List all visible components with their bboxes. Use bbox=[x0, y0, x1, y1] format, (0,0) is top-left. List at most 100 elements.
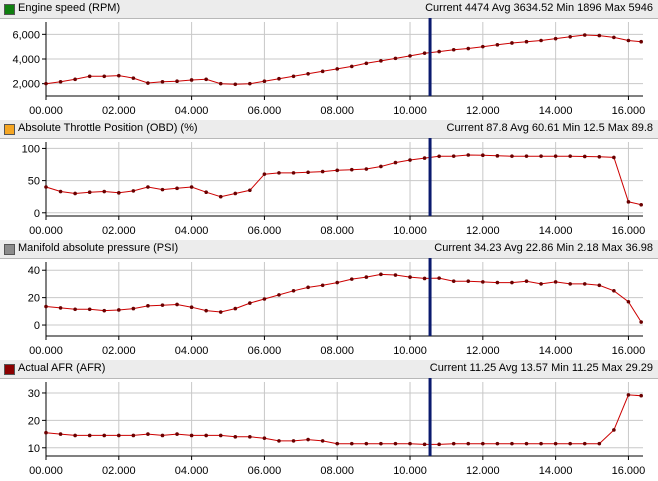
data-point bbox=[524, 279, 529, 283]
data-point bbox=[262, 436, 267, 440]
data-point bbox=[117, 73, 121, 78]
panel-stats: Current 87.8 Avg 60.61 Min 12.5 Max 89.8 bbox=[446, 122, 653, 134]
data-point bbox=[393, 441, 398, 446]
data-point bbox=[349, 167, 354, 172]
data-point bbox=[248, 188, 252, 193]
data-point bbox=[117, 308, 121, 312]
engine-speed-chart[interactable]: 2,000 4,000 6,000 00.000 02.000 04.000 06.000 0… bbox=[0, 18, 658, 120]
data-point bbox=[612, 35, 616, 40]
data-point bbox=[408, 54, 412, 58]
data-point bbox=[160, 433, 165, 438]
y-tick-label: 20 bbox=[28, 293, 40, 305]
manifold-pressure-chart[interactable]: 0 20 40 00.000 02.000 04.000 06.000 08.000 10.00… bbox=[0, 258, 658, 360]
data-point bbox=[639, 202, 643, 207]
data-point bbox=[626, 393, 631, 397]
data-point bbox=[524, 441, 529, 446]
x-tick-label: 10.000 bbox=[393, 465, 427, 477]
data-point bbox=[626, 38, 631, 43]
legend-color-swatch bbox=[4, 244, 15, 255]
y-tick-label: 10 bbox=[28, 443, 40, 455]
data-point bbox=[44, 185, 48, 189]
data-point bbox=[44, 430, 48, 435]
data-point bbox=[393, 56, 398, 61]
data-point bbox=[481, 280, 485, 284]
data-point bbox=[189, 305, 194, 310]
panel-stats: Current 11.25 Avg 13.57 Min 11.25 Max 29… bbox=[429, 362, 653, 374]
y-tick-label: 2,000 bbox=[12, 79, 40, 91]
data-point bbox=[204, 433, 208, 438]
data-point bbox=[102, 189, 107, 194]
data-point bbox=[291, 171, 296, 175]
data-point bbox=[146, 432, 150, 436]
y-tick-label: 0 bbox=[34, 208, 40, 220]
data-point bbox=[568, 282, 572, 286]
data-point bbox=[233, 82, 238, 87]
x-tick-label: 08.000 bbox=[320, 105, 354, 117]
data-point bbox=[189, 78, 194, 82]
x-tick-label: 12.000 bbox=[466, 225, 500, 237]
throttle-position-chart[interactable]: 0 50 100 00.000 02.000 04.000 06.000 08.000 10.0… bbox=[0, 138, 658, 240]
data-point bbox=[277, 76, 281, 81]
data-point bbox=[291, 288, 296, 293]
data-point bbox=[335, 168, 340, 173]
data-point bbox=[189, 185, 194, 189]
data-point bbox=[539, 154, 543, 158]
panel-header: Engine speed (RPM) Current 4474 Avg 3634.… bbox=[0, 0, 658, 19]
data-point bbox=[379, 59, 383, 63]
data-point bbox=[175, 79, 179, 83]
data-point bbox=[204, 77, 208, 82]
data-point bbox=[539, 38, 543, 43]
data-point bbox=[87, 307, 92, 312]
data-point bbox=[306, 170, 310, 175]
panel-title: Manifold absolute pressure (PSI) bbox=[18, 242, 179, 254]
data-point bbox=[539, 441, 543, 446]
panel-stats: Current 34.23 Avg 22.86 Min 2.18 Max 36.… bbox=[434, 242, 653, 254]
x-tick-label: 14.000 bbox=[539, 345, 573, 357]
data-point bbox=[204, 190, 208, 194]
data-point bbox=[175, 432, 179, 436]
data-point bbox=[481, 44, 485, 49]
data-point bbox=[160, 187, 165, 192]
data-point bbox=[568, 35, 572, 39]
y-tick-label: 30 bbox=[28, 388, 40, 400]
x-tick-label: 00.000 bbox=[29, 105, 63, 117]
data-point bbox=[335, 67, 340, 71]
data-point bbox=[451, 279, 456, 283]
data-point bbox=[379, 164, 383, 169]
data-point bbox=[320, 283, 325, 288]
data-point bbox=[437, 276, 441, 280]
x-tick-label: 14.000 bbox=[539, 105, 573, 117]
data-point bbox=[291, 439, 296, 443]
y-tick-label: 100 bbox=[22, 143, 40, 155]
data-point bbox=[131, 76, 136, 80]
data-point bbox=[626, 200, 631, 204]
data-point bbox=[408, 275, 412, 279]
data-point bbox=[481, 153, 485, 157]
panel-title: Absolute Throttle Position (OBD) (%) bbox=[18, 122, 198, 134]
data-point bbox=[524, 39, 529, 44]
data-point bbox=[58, 306, 63, 310]
legend-color-swatch bbox=[4, 364, 15, 375]
x-tick-label: 14.000 bbox=[539, 225, 573, 237]
x-tick-label: 00.000 bbox=[29, 345, 63, 357]
data-point bbox=[364, 167, 369, 171]
data-point bbox=[320, 169, 325, 174]
data-point bbox=[495, 43, 500, 47]
data-point bbox=[131, 306, 136, 311]
data-point bbox=[248, 435, 252, 439]
data-point bbox=[102, 74, 107, 79]
x-tick-label: 16.000 bbox=[612, 345, 646, 357]
data-point bbox=[510, 280, 514, 285]
data-point bbox=[146, 304, 150, 308]
series-line bbox=[45, 394, 642, 445]
data-point bbox=[117, 191, 121, 195]
data-point bbox=[189, 433, 194, 438]
panel-title: Engine speed (RPM) bbox=[18, 2, 121, 14]
data-point bbox=[437, 49, 441, 54]
data-point bbox=[44, 81, 48, 86]
data-point bbox=[335, 280, 340, 285]
x-tick-label: 06.000 bbox=[248, 465, 282, 477]
actual-afr-chart[interactable]: 10 20 30 00.000 02.000 04.000 06.000 08.000 10.0… bbox=[0, 378, 658, 480]
y-tick-label: 4,000 bbox=[12, 54, 40, 66]
